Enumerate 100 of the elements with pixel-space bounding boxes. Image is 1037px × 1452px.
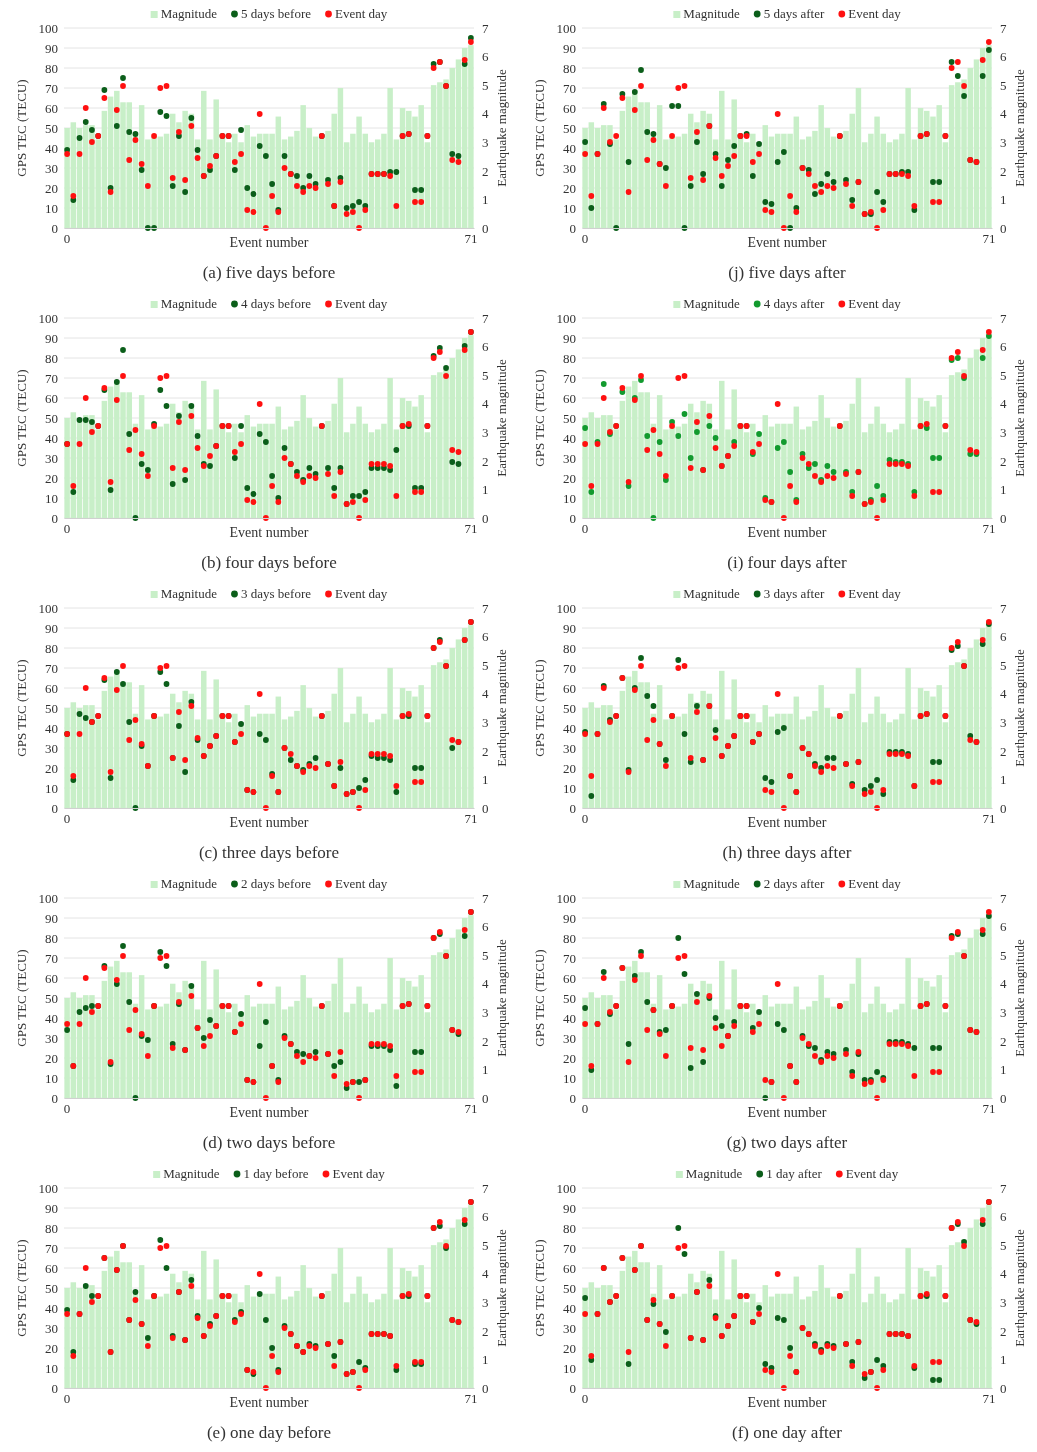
legend-label: Magnitude (685, 1166, 743, 1181)
y-tick-label: 80 (563, 640, 576, 656)
y-tick-label: 90 (563, 40, 576, 56)
y-tick-label: 80 (563, 60, 576, 76)
y2-tick-label: 6 (482, 629, 489, 645)
y-tick-label: 60 (563, 680, 576, 696)
y-tick-label: 100 (38, 1180, 58, 1196)
y-tick-label: 100 (556, 310, 576, 326)
y-tick-label: 80 (45, 640, 58, 656)
y2-tick-label: 3 (1000, 134, 1007, 150)
text: (g) two days after (726, 1133, 848, 1152)
y-tick-label: 80 (45, 930, 58, 946)
x-axis-title: Event number (747, 815, 827, 830)
y-tick-label: 60 (563, 970, 576, 986)
legend-label: Magnitude (160, 6, 218, 21)
y-tick-label: 70 (45, 80, 58, 96)
y2-tick-label: 2 (1000, 743, 1007, 759)
y-tick-label: 100 (556, 600, 576, 616)
y-tick-label: 20 (45, 1340, 58, 1356)
y2-axis-title: Earthquake magnitude (1012, 1229, 1027, 1347)
x-axis-title: Event number (747, 525, 827, 540)
y2-tick-label: 3 (1000, 1294, 1007, 1310)
legend-label: Event day (848, 876, 902, 891)
y2-tick-label: 3 (482, 714, 489, 730)
y2-tick-label: 6 (1000, 919, 1007, 935)
y-tick-label: 60 (563, 100, 576, 116)
y2-tick-label: 2 (1000, 1033, 1007, 1049)
x-tick-label: 0 (581, 1391, 589, 1407)
y-tick-label: 20 (563, 1050, 576, 1066)
y-tick-label: 100 (38, 310, 58, 326)
legend-label: 1 day before (243, 1166, 309, 1181)
y-tick-label: 70 (45, 660, 58, 676)
y2-tick-label: 3 (482, 424, 489, 440)
y2-axis-title: Earthquake magnitude (1012, 939, 1027, 1057)
y-tick-label: 90 (45, 910, 58, 926)
y2-tick-label: 3 (1000, 1004, 1007, 1020)
y-tick-label: 60 (45, 970, 58, 986)
y2-tick-label: 7 (1000, 1180, 1007, 1196)
y2-tick-label: 4 (1000, 1266, 1007, 1282)
y2-tick-label: 2 (482, 1033, 489, 1049)
y-tick-label: 20 (563, 180, 576, 196)
y-tick-label: 70 (563, 370, 576, 386)
legend-label: 5 days after (763, 6, 825, 21)
y-tick-label: 60 (45, 100, 58, 116)
y2-axis-title: Earthquake magnitude (494, 69, 509, 187)
text: (i) four days after (727, 553, 848, 572)
y-tick-label: 90 (45, 620, 58, 636)
y-tick-label: 40 (45, 720, 58, 736)
y-tick-label: 100 (38, 890, 58, 906)
y2-tick-label: 4 (482, 106, 489, 122)
y-axis-title: GPS TEC (TECU) (532, 369, 547, 467)
y-tick-label: 50 (563, 990, 576, 1006)
y-tick-label: 70 (45, 950, 58, 966)
legend-label: 1 day after (766, 1166, 823, 1181)
y2-tick-label: 0 (482, 1380, 489, 1396)
y-tick-label: 50 (563, 1280, 576, 1296)
x-axis-title: Event number (229, 1105, 309, 1120)
y2-tick-label: 6 (482, 49, 489, 65)
y-tick-label: 20 (45, 470, 58, 486)
y-tick-label: 80 (45, 350, 58, 366)
y-tick-label: 90 (563, 330, 576, 346)
y-tick-label: 30 (45, 1030, 58, 1046)
x-tick-label: 0 (581, 811, 589, 827)
y-axis-title: GPS TEC (TECU) (532, 1239, 547, 1337)
y-axis-title: GPS TEC (TECU) (14, 79, 29, 177)
x-tick-label: 71 (982, 231, 996, 247)
y-tick-label: 80 (45, 1220, 58, 1236)
y-tick-label: 100 (556, 890, 576, 906)
y2-tick-label: 4 (482, 976, 489, 992)
x-tick-label: 0 (581, 231, 589, 247)
y-tick-label: 90 (563, 910, 576, 926)
y2-axis-title: Earthquake magnitude (494, 359, 509, 477)
y2-axis-title: Earthquake magnitude (1012, 649, 1027, 767)
y2-tick-label: 2 (482, 743, 489, 759)
y2-tick-label: 6 (1000, 49, 1007, 65)
y-tick-label: 90 (45, 330, 58, 346)
y2-tick-label: 4 (1000, 106, 1007, 122)
legend-label: 4 days after (763, 296, 825, 311)
y2-tick-label: 7 (1000, 890, 1007, 906)
y-tick-label: 10 (563, 780, 576, 796)
x-tick-label: 71 (464, 231, 478, 247)
text: (h) three days after (722, 843, 852, 862)
y-tick-label: 60 (45, 1260, 58, 1276)
y-tick-label: 100 (38, 20, 58, 36)
y-tick-label: 40 (45, 140, 58, 156)
y2-tick-label: 4 (1000, 976, 1007, 992)
y-tick-label: 10 (563, 200, 576, 216)
y2-tick-label: 4 (482, 396, 489, 412)
y2-tick-label: 6 (1000, 339, 1007, 355)
y2-tick-label: 2 (482, 163, 489, 179)
y-tick-label: 30 (563, 740, 576, 756)
y-tick-label: 10 (45, 1070, 58, 1086)
y2-tick-label: 5 (1000, 1237, 1007, 1253)
legend-label: 3 days before (240, 586, 312, 601)
y2-tick-label: 4 (482, 1266, 489, 1282)
y2-tick-label: 0 (1000, 510, 1007, 526)
y-tick-label: 0 (569, 220, 576, 236)
y2-tick-label: 7 (482, 1180, 489, 1196)
x-tick-label: 71 (464, 1101, 478, 1117)
y-tick-label: 10 (45, 490, 58, 506)
